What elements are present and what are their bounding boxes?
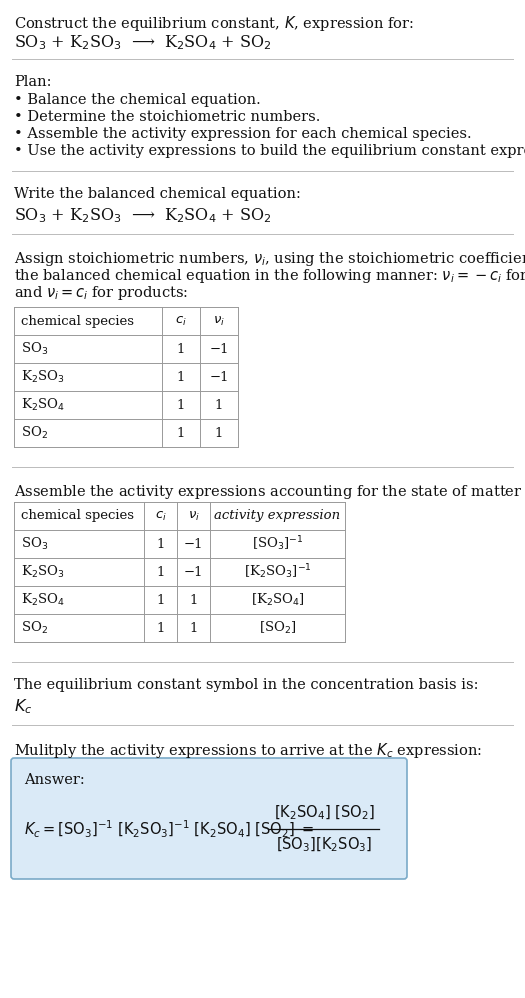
Text: $K_c = [\mathrm{SO_3}]^{-1}\ [\mathrm{K_2SO_3}]^{-1}\ [\mathrm{K_2SO_4}]\ [\math: $K_c = [\mathrm{SO_3}]^{-1}\ [\mathrm{K_… <box>24 818 314 839</box>
Text: $c_i$: $c_i$ <box>154 509 166 523</box>
Text: • Balance the chemical equation.: • Balance the chemical equation. <box>14 93 261 107</box>
Text: [SO$_3$]$^{-1}$: [SO$_3$]$^{-1}$ <box>251 535 303 553</box>
Text: $\nu_i$: $\nu_i$ <box>213 314 225 327</box>
Text: 1: 1 <box>156 622 165 635</box>
Text: SO$_2$: SO$_2$ <box>21 620 48 636</box>
Bar <box>14 502 345 642</box>
Text: Assign stoichiometric numbers, $\nu_i$, using the stoichiometric coefficients, $: Assign stoichiometric numbers, $\nu_i$, … <box>14 250 525 268</box>
Text: • Assemble the activity expression for each chemical species.: • Assemble the activity expression for e… <box>14 127 471 141</box>
Text: K$_2$SO$_3$: K$_2$SO$_3$ <box>21 564 65 580</box>
Text: [K$_2$SO$_4$]: [K$_2$SO$_4$] <box>250 592 304 608</box>
Text: $c_i$: $c_i$ <box>175 314 187 327</box>
Text: SO$_3$ + K$_2$SO$_3$  ⟶  K$_2$SO$_4$ + SO$_2$: SO$_3$ + K$_2$SO$_3$ ⟶ K$_2$SO$_4$ + SO$… <box>14 33 271 52</box>
Text: chemical species: chemical species <box>21 510 134 523</box>
Text: activity expression: activity expression <box>214 510 341 523</box>
Text: SO$_3$ + K$_2$SO$_3$  ⟶  K$_2$SO$_4$ + SO$_2$: SO$_3$ + K$_2$SO$_3$ ⟶ K$_2$SO$_4$ + SO$… <box>14 206 271 225</box>
Text: SO$_3$: SO$_3$ <box>21 536 48 552</box>
Text: Plan:: Plan: <box>14 75 51 89</box>
Text: 1: 1 <box>190 594 198 607</box>
Text: K$_2$SO$_3$: K$_2$SO$_3$ <box>21 369 65 385</box>
Text: $\nu_i$: $\nu_i$ <box>187 509 200 523</box>
Text: • Determine the stoichiometric numbers.: • Determine the stoichiometric numbers. <box>14 110 320 124</box>
Text: and $\nu_i = c_i$ for products:: and $\nu_i = c_i$ for products: <box>14 284 188 302</box>
Text: Mulitply the activity expressions to arrive at the $K_c$ expression:: Mulitply the activity expressions to arr… <box>14 741 482 760</box>
Bar <box>14 307 238 447</box>
Text: Construct the equilibrium constant, $K$, expression for:: Construct the equilibrium constant, $K$,… <box>14 14 414 33</box>
Text: K$_2$SO$_4$: K$_2$SO$_4$ <box>21 397 65 413</box>
Text: −1: −1 <box>184 566 203 579</box>
Text: $[\mathrm{K_2SO_4}]\ [\mathrm{SO_2}]$: $[\mathrm{K_2SO_4}]\ [\mathrm{SO_2}]$ <box>274 803 374 822</box>
Text: 1: 1 <box>156 594 165 607</box>
Text: 1: 1 <box>215 426 223 439</box>
Text: Assemble the activity expressions accounting for the state of matter and $\nu_i$: Assemble the activity expressions accoun… <box>14 483 525 501</box>
Text: SO$_2$: SO$_2$ <box>21 425 48 441</box>
Text: 1: 1 <box>177 426 185 439</box>
Text: −1: −1 <box>209 342 229 355</box>
Text: [SO$_2$]: [SO$_2$] <box>259 620 296 636</box>
Text: $K_c$: $K_c$ <box>14 697 33 716</box>
Text: SO$_3$: SO$_3$ <box>21 341 48 357</box>
Text: Answer:: Answer: <box>24 773 85 787</box>
Text: • Use the activity expressions to build the equilibrium constant expression.: • Use the activity expressions to build … <box>14 144 525 158</box>
Text: 1: 1 <box>215 398 223 411</box>
Text: −1: −1 <box>184 538 203 551</box>
Text: 1: 1 <box>190 622 198 635</box>
Text: K$_2$SO$_4$: K$_2$SO$_4$ <box>21 592 65 608</box>
Text: −1: −1 <box>209 370 229 383</box>
FancyBboxPatch shape <box>11 758 407 879</box>
Text: 1: 1 <box>177 370 185 383</box>
Text: [K$_2$SO$_3$]$^{-1}$: [K$_2$SO$_3$]$^{-1}$ <box>244 563 311 582</box>
Text: the balanced chemical equation in the following manner: $\nu_i = -c_i$ for react: the balanced chemical equation in the fo… <box>14 267 525 285</box>
Text: 1: 1 <box>177 398 185 411</box>
Text: Write the balanced chemical equation:: Write the balanced chemical equation: <box>14 187 301 201</box>
Text: 1: 1 <box>156 538 165 551</box>
Text: chemical species: chemical species <box>21 314 134 327</box>
Text: The equilibrium constant symbol in the concentration basis is:: The equilibrium constant symbol in the c… <box>14 678 478 692</box>
Text: 1: 1 <box>177 342 185 355</box>
Text: $[\mathrm{SO_3}][\mathrm{K_2SO_3}]$: $[\mathrm{SO_3}][\mathrm{K_2SO_3}]$ <box>276 835 372 854</box>
Text: 1: 1 <box>156 566 165 579</box>
